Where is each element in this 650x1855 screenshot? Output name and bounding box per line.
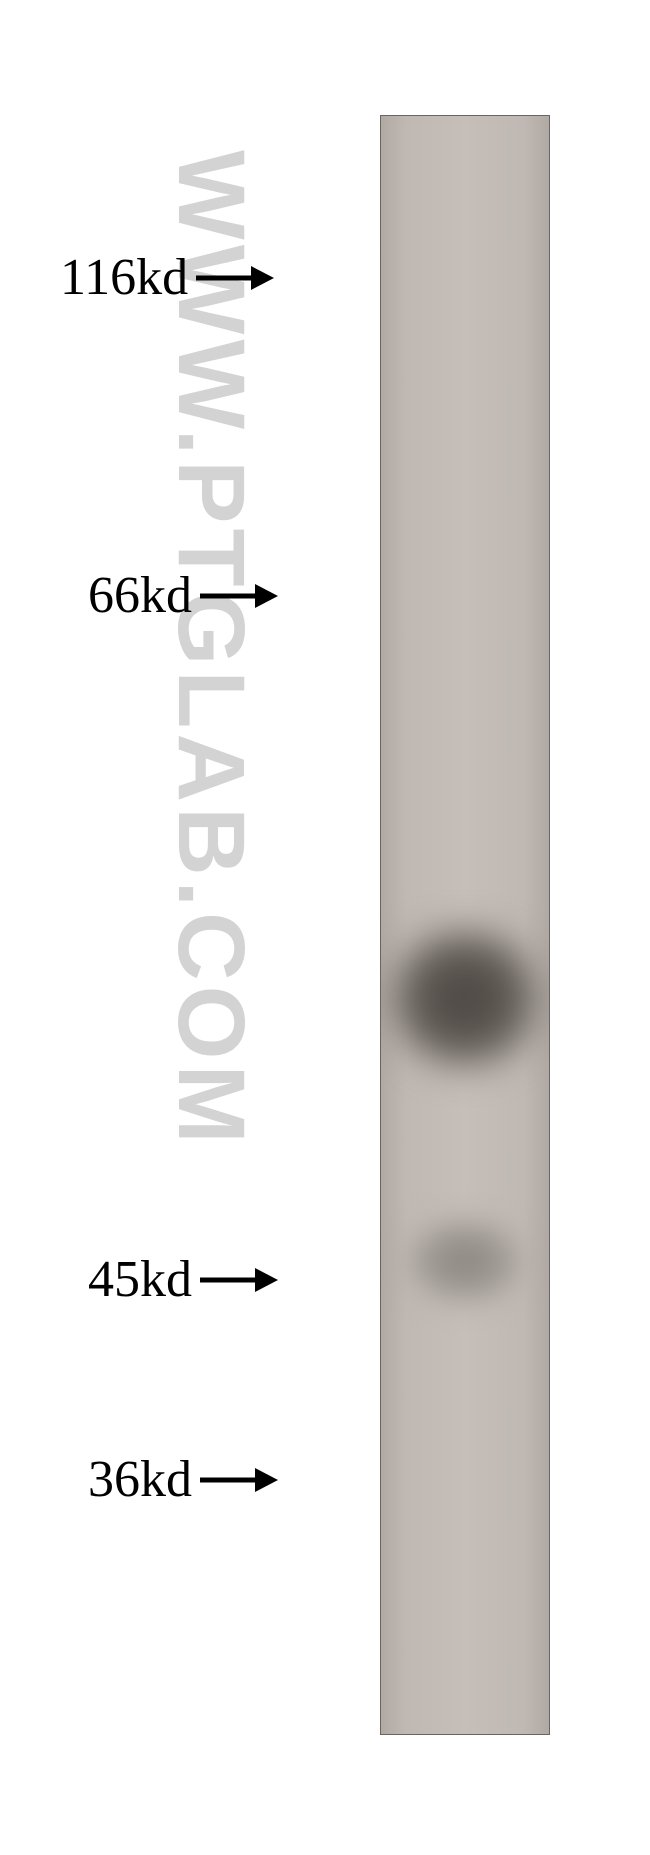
- arrow-icon: [200, 1464, 278, 1496]
- arrow-icon: [196, 262, 274, 294]
- arrow-icon: [200, 1264, 278, 1296]
- band-main: [393, 931, 538, 1066]
- marker-116kd: 116kd: [60, 248, 274, 307]
- arrow-icon: [200, 580, 278, 612]
- marker-label-66kd: 66kd: [88, 566, 192, 625]
- marker-45kd: 45kd: [88, 1250, 278, 1309]
- blot-lane: [380, 115, 550, 1735]
- marker-66kd: 66kd: [88, 566, 278, 625]
- marker-label-116kd: 116kd: [60, 248, 188, 307]
- marker-label-36kd: 36kd: [88, 1450, 192, 1509]
- marker-36kd: 36kd: [88, 1450, 278, 1509]
- marker-label-45kd: 45kd: [88, 1250, 192, 1309]
- band-faint: [410, 1221, 520, 1301]
- blot-container: WWW.PTGLAB.COM 116kd 66kd 45kd: [0, 0, 650, 1855]
